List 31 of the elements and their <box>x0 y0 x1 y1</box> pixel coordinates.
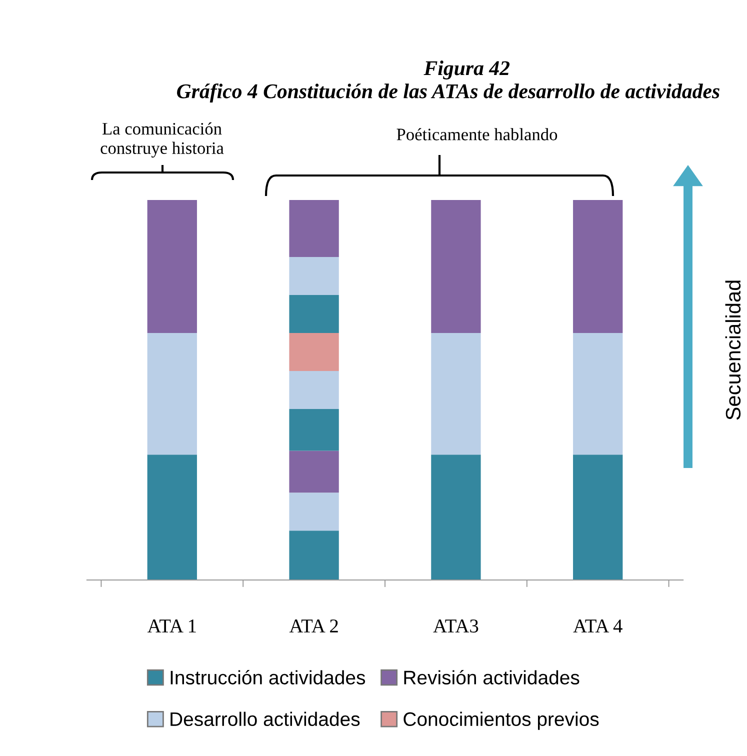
x-tick-label: ATA3 <box>433 620 478 633</box>
chart-title: Figura 42 <box>424 60 510 80</box>
bar <box>431 200 481 333</box>
bar <box>289 530 339 580</box>
bar <box>289 333 339 371</box>
bar <box>289 295 339 333</box>
bar <box>289 371 339 409</box>
bar <box>289 409 339 451</box>
legend-label: Revisión actividades <box>404 670 580 684</box>
bar <box>289 492 339 531</box>
text: Secuencialidad <box>725 280 741 420</box>
bar <box>431 333 481 455</box>
bar <box>147 454 197 580</box>
bar <box>289 450 339 493</box>
x-tick-label: ATA 4 <box>573 620 622 632</box>
bar <box>573 200 623 333</box>
bar <box>289 200 339 257</box>
text: La comunicación construye historia <box>100 122 224 158</box>
bar <box>573 454 623 580</box>
legend-label: Desarrollo actividades <box>170 712 360 726</box>
text: Poéticamente hablando <box>396 128 558 140</box>
bar <box>289 257 339 295</box>
legend-label: Instrucción actividades <box>170 670 366 684</box>
x-tick-label: ATA 2 <box>289 620 338 632</box>
bar <box>147 200 197 333</box>
bar <box>573 333 623 455</box>
legend-label: Conocimientos previos <box>404 712 599 730</box>
bar <box>147 333 197 455</box>
bar <box>431 454 481 580</box>
x-tick-label: ATA 1 <box>147 620 196 632</box>
chart-subtitle: Gráfico 4 Constitución de las ATAs de desarrollo de actividades <box>177 83 720 103</box>
